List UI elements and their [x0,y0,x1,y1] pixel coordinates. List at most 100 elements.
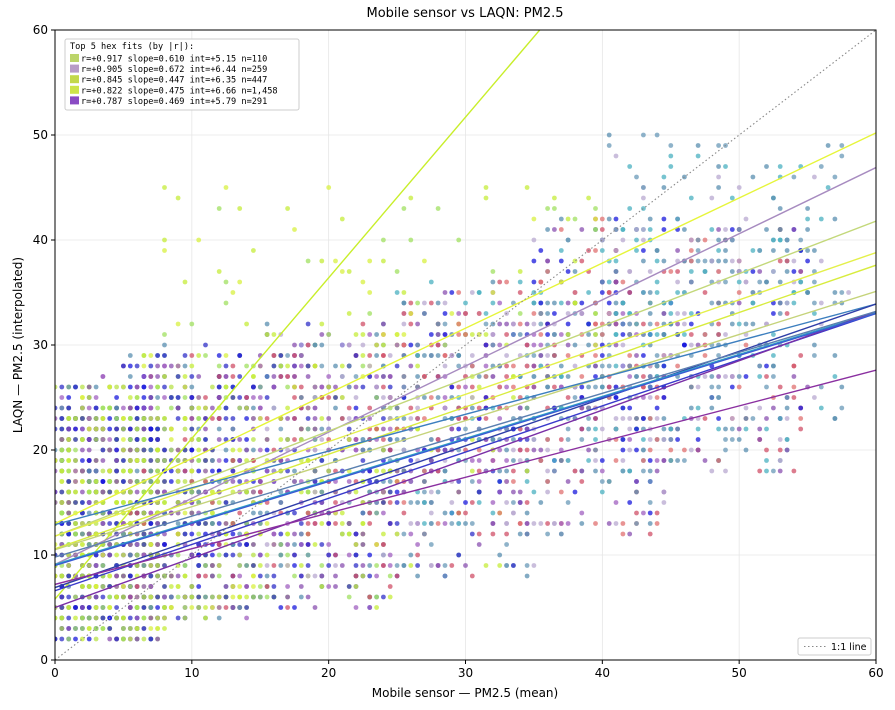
data-point [121,552,126,558]
data-point [729,269,735,274]
data-point [251,447,256,453]
data-point [593,311,598,316]
data-point [182,605,188,610]
data-point [641,132,646,138]
data-point [682,311,687,316]
data-point [59,605,65,610]
data-point [155,458,161,463]
data-point [784,437,790,442]
data-point [223,279,229,285]
data-point [196,447,202,453]
data-point [189,531,195,537]
data-point [771,374,776,379]
data-point [381,384,386,390]
data-point [531,342,537,348]
data-point [148,563,154,568]
legend-entry-label: r=+0.845 slope=0.447 int=+6.35 n=447 [81,76,267,86]
data-point [162,542,167,547]
data-point [141,510,147,516]
data-point [545,437,550,442]
data-point [483,195,489,201]
data-point [73,615,78,621]
data-point [723,426,728,432]
data-point [346,479,352,484]
legend-title: Top 5 hex fits (by |r|): [70,42,194,52]
data-point [695,384,701,390]
data-point [538,321,544,327]
data-point [367,374,373,379]
data-point [55,468,58,474]
data-point [599,227,605,232]
data-point [339,374,345,379]
data-point [381,500,386,505]
data-point [381,395,386,400]
data-point [599,248,605,253]
data-point [107,384,113,390]
data-point [86,416,92,421]
data-point [435,374,441,379]
data-point [497,510,503,516]
data-point [647,416,653,421]
data-point [216,269,222,274]
data-point [599,290,605,295]
data-point [93,468,99,474]
data-point [312,542,318,547]
data-point [93,416,99,421]
data-point [729,374,735,379]
data-point [230,552,236,558]
data-point [599,384,605,390]
data-point [114,437,119,442]
data-point [777,468,783,474]
data-point [613,321,619,327]
data-point [162,500,167,505]
data-point [408,321,414,327]
data-point [189,489,195,495]
data-point [127,489,133,495]
data-point [449,384,455,390]
x-tick-label: 40 [595,666,610,680]
data-point [271,405,277,411]
data-point [251,573,256,579]
data-point [134,636,140,642]
data-point [155,405,161,411]
data-point [244,594,250,600]
data-point [121,636,126,642]
data-point [422,374,427,379]
data-point [319,584,325,589]
data-point [654,395,660,400]
data-point [497,416,503,421]
data-point [408,531,414,537]
data-point [141,615,147,621]
data-point [210,552,215,558]
legend-entry-label: r=+0.822 slope=0.475 int=+6.66 n=1,458 [81,86,278,96]
data-point [271,563,277,568]
data-point [483,395,489,400]
data-point [504,447,509,453]
data-point [647,500,653,505]
data-point [682,321,687,327]
data-point [155,395,161,400]
data-point [162,563,167,568]
data-point [107,542,113,547]
data-point [428,300,434,306]
data-point [805,248,810,253]
data-point [688,269,694,274]
data-point [504,384,509,390]
data-point [86,510,92,516]
data-point [709,395,715,400]
data-point [319,489,325,495]
data-point [483,332,489,337]
data-point [223,521,229,526]
fit-line [55,312,876,592]
data-point [162,626,167,631]
data-point [606,521,612,526]
data-point [278,531,284,537]
data-point [469,521,475,526]
data-point [688,248,694,253]
data-point [593,384,598,390]
data-point [709,384,715,390]
data-point [415,552,420,558]
data-point [504,363,509,369]
data-point [524,510,530,516]
data-point [387,447,393,453]
